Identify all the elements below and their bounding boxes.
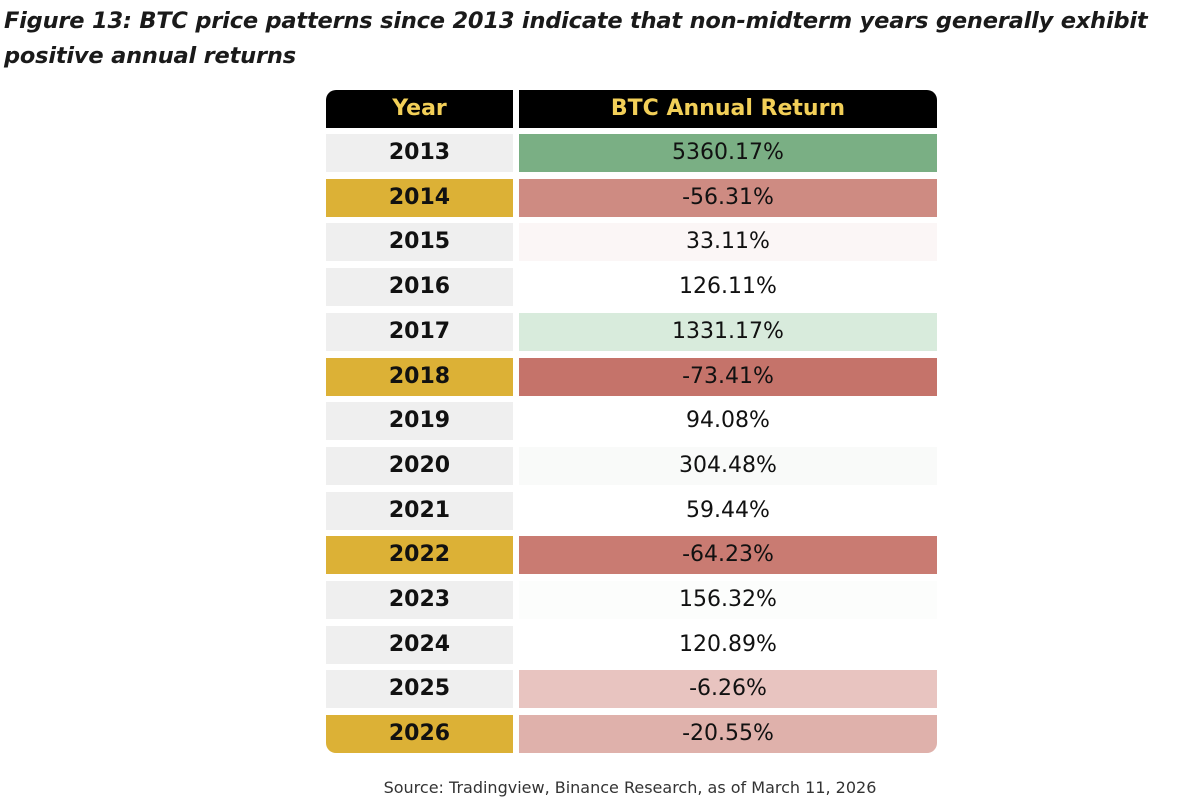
return-cell: 59.44%: [519, 492, 937, 530]
year-cell: 2024: [326, 626, 513, 664]
header-return: BTC Annual Return: [519, 90, 937, 128]
table-row: 2016 126.11%: [326, 268, 937, 306]
table-row: 2025 -6.26%: [326, 670, 937, 708]
return-cell: -64.23%: [519, 536, 937, 574]
source-note: Source: Tradingview, Binance Research, a…: [383, 778, 877, 797]
table-row: 2019 94.08%: [326, 402, 937, 440]
table-header-row: Year BTC Annual Return: [326, 90, 937, 128]
year-cell: 2023: [326, 581, 513, 619]
table-row: 2013 5360.17%: [326, 134, 937, 172]
table-row: 2024 120.89%: [326, 626, 937, 664]
return-cell: 5360.17%: [519, 134, 937, 172]
return-cell: -20.55%: [519, 715, 937, 753]
year-cell: 2020: [326, 447, 513, 485]
table-row: 2017 1331.17%: [326, 313, 937, 351]
year-cell: 2018: [326, 358, 513, 396]
return-cell: 156.32%: [519, 581, 937, 619]
return-cell: -73.41%: [519, 358, 937, 396]
figure-title: Figure 13: BTC price patterns since 2013…: [4, 8, 1148, 69]
table-row: 2022 -64.23%: [326, 536, 937, 574]
return-cell: 94.08%: [519, 402, 937, 440]
table-row: 2021 59.44%: [326, 492, 937, 530]
year-cell: 2015: [326, 223, 513, 261]
year-cell: 2025: [326, 670, 513, 708]
return-cell: 1331.17%: [519, 313, 937, 351]
year-cell: 2013: [326, 134, 513, 172]
table-row: 2020 304.48%: [326, 447, 937, 485]
return-cell: -6.26%: [519, 670, 937, 708]
year-cell: 2019: [326, 402, 513, 440]
year-cell: 2017: [326, 313, 513, 351]
table-row: 2026 -20.55%: [326, 715, 937, 753]
table-row: 2014 -56.31%: [326, 179, 937, 217]
return-cell: 33.11%: [519, 223, 937, 261]
table-row: 2018 -73.41%: [326, 358, 937, 396]
return-cell: 120.89%: [519, 626, 937, 664]
table-row: 2015 33.11%: [326, 223, 937, 261]
return-cell: -56.31%: [519, 179, 937, 217]
year-cell: 2026: [326, 715, 513, 753]
return-cell: 126.11%: [519, 268, 937, 306]
return-cell: 304.48%: [519, 447, 937, 485]
header-year: Year: [326, 90, 513, 128]
table-row: 2023 156.32%: [326, 581, 937, 619]
year-cell: 2022: [326, 536, 513, 574]
year-cell: 2014: [326, 179, 513, 217]
year-cell: 2016: [326, 268, 513, 306]
year-cell: 2021: [326, 492, 513, 530]
